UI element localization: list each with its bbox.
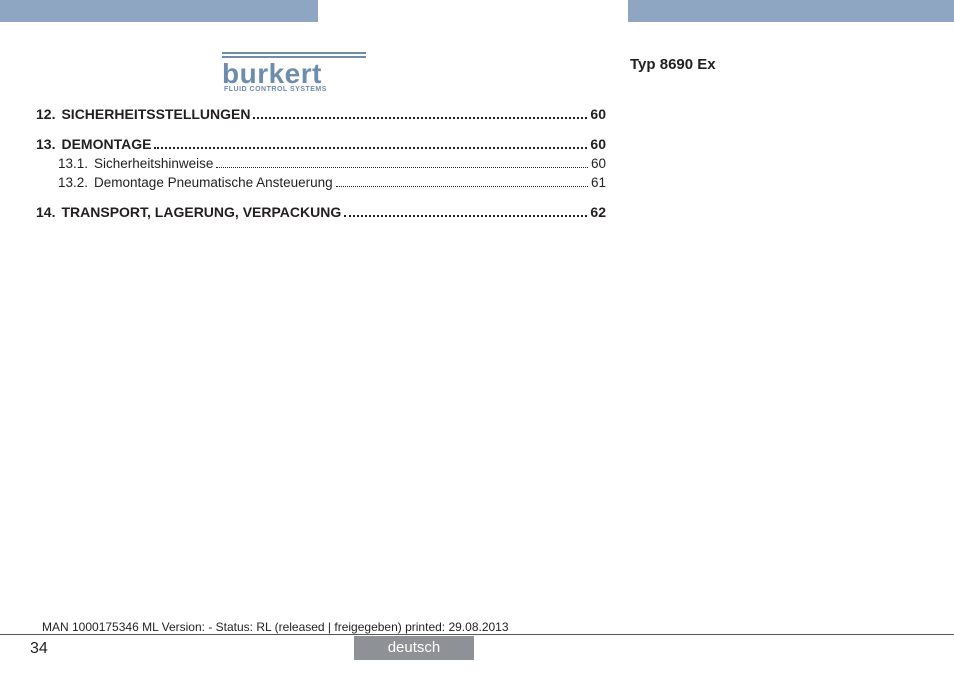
toc-entry-title: Demontage Pneumatische Ansteuerung xyxy=(94,175,333,190)
toc-entry-number: 13. xyxy=(36,136,55,152)
toc-leader-dots xyxy=(253,117,587,119)
toc-entry-number: 13.2. xyxy=(58,175,88,190)
brand-logo: burkert FLUID CONTROL SYSTEMS xyxy=(222,52,366,93)
toc-leader-dots xyxy=(154,147,587,149)
toc-entry-title: SICHERHEITSSTELLUNGEN xyxy=(61,106,250,122)
footer-rule xyxy=(0,634,954,635)
table-of-contents: 12. SICHERHEITSSTELLUNGEN 60 13. DEMONTAGE 6… xyxy=(36,106,606,224)
toc-entry-page: 60 xyxy=(590,106,606,122)
toc-entry: 12. SICHERHEITSSTELLUNGEN 60 xyxy=(36,106,606,122)
toc-entry: 13.2. Demontage Pneumatische Ansteuerung 6… xyxy=(58,175,606,190)
toc-leader-dots xyxy=(344,215,587,217)
toc-entry-number: 14. xyxy=(36,204,55,220)
toc-entry-title: DEMONTAGE xyxy=(61,136,151,152)
toc-entry-page: 62 xyxy=(590,204,606,220)
page-number: 34 xyxy=(30,640,48,658)
toc-entry-title: Sicherheitshinweise xyxy=(94,156,213,171)
header-bar-left xyxy=(0,0,318,22)
logo-subtitle: FLUID CONTROL SYSTEMS xyxy=(224,86,366,93)
language-tab: deutsch xyxy=(354,636,474,660)
toc-entry-number: 13.1. xyxy=(58,156,88,171)
toc-entry-page: 60 xyxy=(590,136,606,152)
toc-entry: 14. TRANSPORT, LAGERUNG, VERPACKUNG 62 xyxy=(36,204,606,220)
document-type: Typ 8690 Ex xyxy=(630,56,716,73)
toc-leader-dots xyxy=(216,167,588,168)
logo-wordmark: burkert xyxy=(222,60,366,88)
toc-entry-page: 60 xyxy=(591,156,606,171)
toc-entry-title: TRANSPORT, LAGERUNG, VERPACKUNG xyxy=(61,204,341,220)
footer-metadata: MAN 1000175346 ML Version: - Status: RL … xyxy=(42,620,509,634)
toc-entry-number: 12. xyxy=(36,106,55,122)
header-bars xyxy=(0,0,954,22)
toc-entry-page: 61 xyxy=(591,175,606,190)
toc-entry: 13.1. Sicherheitshinweise 60 xyxy=(58,156,606,171)
toc-entry: 13. DEMONTAGE 60 xyxy=(36,136,606,152)
header-bar-right xyxy=(628,0,954,22)
toc-leader-dots xyxy=(336,186,588,187)
